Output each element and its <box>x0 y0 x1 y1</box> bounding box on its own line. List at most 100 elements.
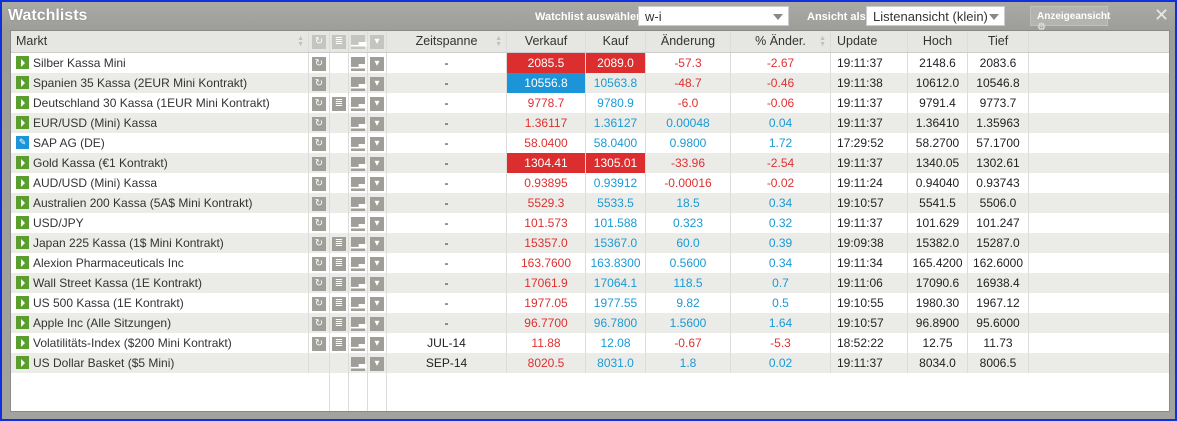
dropdown-icon[interactable]: ▾ <box>370 256 384 271</box>
table-row[interactable]: EUR/USD (Mini) Kassa ↻ ▁▃ ▾ - 1.36117 1.… <box>11 113 1169 133</box>
market-name[interactable]: Japan 225 Kassa (1$ Mini Kontrakt) <box>33 236 224 250</box>
chart-icon[interactable]: ▁▃ <box>351 56 367 71</box>
verkauf-price[interactable]: 17061.9 <box>507 273 586 293</box>
table-row[interactable]: Silber Kassa Mini ↻ ▁▃ ▾ - 2085.5 2089.0… <box>11 53 1169 73</box>
market-name[interactable]: SAP AG (DE) <box>33 136 105 150</box>
verkauf-price[interactable]: 5529.3 <box>507 193 586 213</box>
kauf-price[interactable]: 5533.5 <box>586 193 646 213</box>
kauf-price[interactable]: 58.0400 <box>586 133 646 153</box>
dropdown-icon[interactable]: ▾ <box>370 156 384 171</box>
list-icon[interactable]: ≣ <box>332 336 346 351</box>
kauf-price[interactable]: 1305.01 <box>586 153 646 173</box>
market-name[interactable]: US 500 Kassa (1E Kontrakt) <box>33 296 184 310</box>
refresh-icon[interactable]: ↻ <box>312 296 326 311</box>
dropdown-icon[interactable]: ▾ <box>370 216 384 231</box>
refresh-icon[interactable]: ↻ <box>312 316 326 331</box>
header-markt[interactable]: Markt ▲ ▼ <box>11 31 309 52</box>
verkauf-price[interactable]: 8020.5 <box>507 353 586 373</box>
list-icon[interactable]: ≣ <box>332 276 346 291</box>
verkauf-price[interactable]: 11.88 <box>507 333 586 353</box>
dropdown-icon[interactable]: ▾ <box>370 96 384 111</box>
trade-play-icon[interactable] <box>16 336 29 349</box>
chart-icon[interactable]: ▁▃ <box>351 236 367 251</box>
kauf-price[interactable]: 10563.8 <box>586 73 646 93</box>
edit-icon[interactable]: ✎ <box>16 136 29 149</box>
verkauf-price[interactable]: 101.573 <box>507 213 586 233</box>
market-name[interactable]: Silber Kassa Mini <box>33 56 126 70</box>
header-hoch[interactable]: Hoch <box>908 31 968 52</box>
verkauf-price[interactable]: 1304.41 <box>507 153 586 173</box>
refresh-icon[interactable]: ↻ <box>312 256 326 271</box>
list-icon[interactable]: ≣ <box>332 296 346 311</box>
trade-play-icon[interactable] <box>16 356 29 369</box>
chart-icon[interactable]: ▁▃ <box>351 216 367 231</box>
header-tief[interactable]: Tief <box>968 31 1029 52</box>
refresh-icon[interactable]: ↻ <box>312 56 326 71</box>
table-row[interactable]: US 500 Kassa (1E Kontrakt) ↻ ≣ ▁▃ ▾ - 19… <box>11 293 1169 313</box>
table-row[interactable]: Alexion Pharmaceuticals Inc ↻ ≣ ▁▃ ▾ - 1… <box>11 253 1169 273</box>
dropdown-icon[interactable]: ▾ <box>370 296 384 311</box>
dropdown-icon[interactable]: ▾ <box>370 276 384 291</box>
verkauf-price[interactable]: 15357.0 <box>507 233 586 253</box>
table-row[interactable]: ✎ SAP AG (DE) ↻ ▁▃ ▾ - 58.0400 58.0400 0.… <box>11 133 1169 153</box>
market-name[interactable]: USD/JPY <box>33 216 84 230</box>
header-update[interactable]: Update <box>831 31 908 52</box>
table-row[interactable]: Deutschland 30 Kassa (1EUR Mini Kontrakt… <box>11 93 1169 113</box>
trade-play-icon[interactable] <box>16 96 29 109</box>
chart-icon[interactable]: ▁▃ <box>351 256 367 271</box>
refresh-icon[interactable]: ↻ <box>312 116 326 131</box>
kauf-price[interactable]: 163.8300 <box>586 253 646 273</box>
trade-play-icon[interactable] <box>16 236 29 249</box>
table-row[interactable]: AUD/USD (Mini) Kassa ↻ ▁▃ ▾ - 0.93895 0.… <box>11 173 1169 193</box>
kauf-price[interactable]: 15367.0 <box>586 233 646 253</box>
market-name[interactable]: Gold Kassa (€1 Kontrakt) <box>33 156 168 170</box>
table-row[interactable]: US Dollar Basket ($5 Mini) ▁▃ ▾ SEP-14 8… <box>11 353 1169 373</box>
dropdown-icon[interactable]: ▾ <box>370 356 384 371</box>
refresh-icon[interactable]: ↻ <box>312 136 326 151</box>
header-verkauf[interactable]: Verkauf <box>507 31 586 52</box>
trade-play-icon[interactable] <box>16 276 29 289</box>
verkauf-price[interactable]: 9778.7 <box>507 93 586 113</box>
chart-icon[interactable]: ▁▃ <box>351 316 367 331</box>
trade-play-icon[interactable] <box>16 156 29 169</box>
chart-icon[interactable]: ▁▃ <box>351 156 367 171</box>
kauf-price[interactable]: 101.588 <box>586 213 646 233</box>
chart-icon[interactable]: ▁▃ <box>351 336 367 351</box>
kauf-price[interactable]: 96.7800 <box>586 313 646 333</box>
refresh-icon[interactable]: ↻ <box>312 76 326 91</box>
refresh-icon[interactable]: ↻ <box>312 176 326 191</box>
refresh-icon[interactable]: ↻ <box>312 276 326 291</box>
table-row[interactable]: Volatilitäts-Index ($200 Mini Kontrakt) … <box>11 333 1169 353</box>
market-name[interactable]: Spanien 35 Kassa (2EUR Mini Kontrakt) <box>33 76 248 90</box>
dropdown-icon[interactable]: ▾ <box>370 236 384 251</box>
dropdown-icon[interactable]: ▾ <box>370 336 384 351</box>
kauf-price[interactable]: 9780.9 <box>586 93 646 113</box>
table-row[interactable]: Apple Inc (Alle Sitzungen) ↻ ≣ ▁▃ ▾ - 96… <box>11 313 1169 333</box>
market-name[interactable]: Apple Inc (Alle Sitzungen) <box>33 316 172 330</box>
market-name[interactable]: Wall Street Kassa (1E Kontrakt) <box>33 276 202 290</box>
trade-play-icon[interactable] <box>16 176 29 189</box>
verkauf-price[interactable]: 1.36117 <box>507 113 586 133</box>
table-row[interactable]: USD/JPY ↻ ▁▃ ▾ - 101.573 101.588 0.323 0… <box>11 213 1169 233</box>
chart-icon[interactable]: ▁▃ <box>351 96 367 111</box>
market-name[interactable]: Australien 200 Kassa (5A$ Mini Kontrakt) <box>33 196 253 210</box>
chart-icon[interactable]: ▁▃ <box>351 76 367 91</box>
refresh-icon[interactable]: ↻ <box>312 156 326 171</box>
table-row[interactable]: Australien 200 Kassa (5A$ Mini Kontrakt)… <box>11 193 1169 213</box>
verkauf-price[interactable]: 163.7600 <box>507 253 586 273</box>
header-kauf[interactable]: Kauf <box>586 31 646 52</box>
chart-icon[interactable]: ▁▃ <box>351 176 367 191</box>
trade-play-icon[interactable] <box>16 296 29 309</box>
kauf-price[interactable]: 12.08 <box>586 333 646 353</box>
list-icon[interactable]: ≣ <box>332 316 346 331</box>
kauf-price[interactable]: 1.36127 <box>586 113 646 133</box>
verkauf-price[interactable]: 0.93895 <box>507 173 586 193</box>
view-select[interactable]: Listenansicht (klein) <box>866 6 1005 26</box>
list-icon[interactable]: ≣ <box>332 96 346 111</box>
chart-icon[interactable]: ▁▃ <box>351 116 367 131</box>
kauf-price[interactable]: 2089.0 <box>586 53 646 73</box>
dropdown-icon[interactable]: ▾ <box>370 196 384 211</box>
refresh-icon[interactable]: ↻ <box>312 336 326 351</box>
dropdown-icon[interactable]: ▾ <box>370 116 384 131</box>
table-row[interactable]: Japan 225 Kassa (1$ Mini Kontrakt) ↻ ≣ ▁… <box>11 233 1169 253</box>
